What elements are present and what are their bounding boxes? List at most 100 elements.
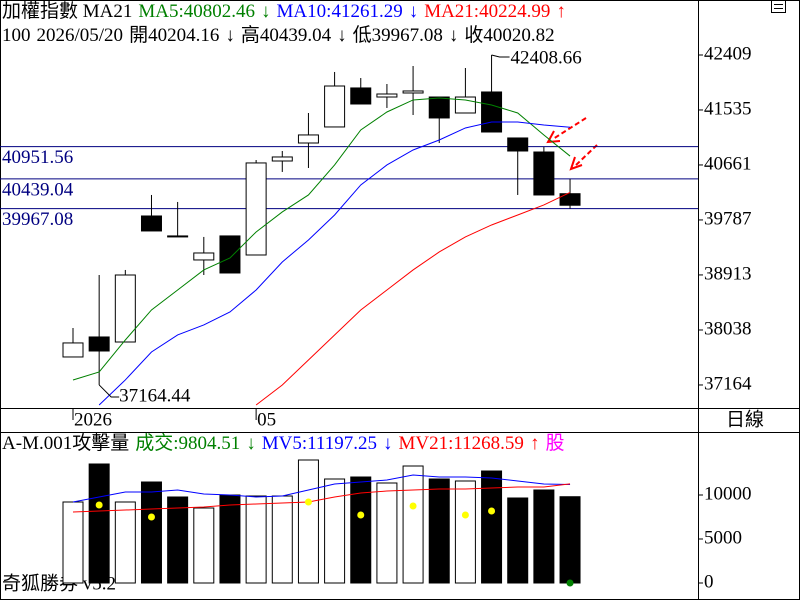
header-item: ↓ — [449, 25, 459, 46]
volume-bar — [324, 478, 346, 584]
app-footer: 奇狐勝券 v5.2 — [2, 572, 116, 594]
candle-body — [88, 336, 110, 352]
period-label: 日線 — [726, 408, 764, 430]
header-item: ↓ — [337, 25, 347, 46]
y-tick-label: 0 — [704, 571, 714, 592]
candle-body — [245, 162, 267, 256]
y-tick-label: 41535 — [704, 98, 752, 119]
header-item: ↓ — [246, 433, 256, 454]
arrow-head — [546, 130, 561, 144]
candle-body — [219, 235, 241, 274]
signal-dot — [488, 507, 496, 515]
high-annotation: 42408.66 — [511, 47, 582, 68]
candle-body — [376, 93, 398, 98]
moving-average — [98, 121, 571, 406]
volume-bar — [193, 507, 215, 584]
volume-bar — [428, 478, 450, 584]
reference-label: 40439.04 — [2, 179, 74, 200]
volume-bar — [297, 459, 319, 584]
candle-body — [114, 274, 136, 343]
annotation-leader — [491, 54, 510, 58]
volume-bar — [454, 480, 476, 584]
candle-body — [297, 134, 319, 144]
volume-bar — [533, 489, 555, 584]
volume-bar — [559, 496, 581, 584]
header-item: ↓ — [409, 1, 419, 22]
annotation-leader — [98, 384, 120, 398]
header-item: 40439.04 — [260, 25, 332, 46]
header-line: A-M.001攻擊量 成交:9804.51 ↓ MV5:11197.25 ↓ MV21:1… — [2, 432, 564, 454]
volume-bar — [402, 465, 424, 584]
reference-label: 40951.56 — [2, 147, 73, 168]
header-item: ↓ — [225, 25, 235, 46]
volume-bar — [88, 463, 110, 584]
y-tick-label: 38038 — [704, 318, 752, 339]
y-tick-label: 40661 — [704, 153, 752, 174]
x-tick-label: 2026 — [74, 409, 112, 430]
y-tick-label: 39787 — [704, 208, 752, 229]
header-item: MA10: — [277, 1, 332, 22]
candle-body — [193, 252, 215, 261]
icon-box[interactable] — [771, 0, 786, 13]
reference-label: 39967.08 — [2, 209, 73, 230]
header-item: 成交: — [135, 432, 178, 454]
signal-dot — [304, 498, 312, 506]
volume-bar — [271, 495, 293, 584]
y-tick-label: 5000 — [704, 527, 742, 548]
header-item: MV5: — [262, 433, 307, 454]
dashed-arrow — [552, 117, 587, 140]
header-item: 股 — [545, 433, 564, 454]
header-item: 40204.16 — [148, 25, 219, 46]
volume-bar — [376, 482, 398, 584]
candle-body — [167, 235, 189, 238]
moving-average — [72, 483, 571, 513]
header-item: 41261.29 — [331, 1, 402, 22]
signal-dot — [147, 513, 155, 521]
signal-dot — [95, 501, 103, 509]
candle-body — [324, 85, 346, 128]
signal-dot — [461, 511, 469, 519]
header-item: MA21: — [424, 1, 479, 22]
signal-dot — [409, 502, 417, 510]
dashed-arrow — [575, 144, 598, 166]
header-item: 40802.46 — [184, 1, 255, 22]
y-tick-label: 10000 — [704, 483, 752, 504]
header-item: ↑ — [530, 433, 540, 454]
candle-body — [507, 137, 529, 152]
y-tick-label: 38913 — [704, 263, 752, 284]
volume-bar — [245, 495, 267, 584]
header-item: A-M.001攻擊量 — [2, 432, 129, 454]
moving-average — [72, 474, 571, 503]
volume-bar — [114, 501, 136, 584]
signal-dot — [357, 511, 365, 519]
header-item: MA5: — [138, 1, 183, 22]
candle-body — [271, 156, 293, 162]
candle-body — [402, 90, 424, 94]
window-icon[interactable] — [771, 0, 786, 13]
volume-bar — [167, 496, 189, 584]
candle-body — [428, 96, 450, 119]
y-tick-label: 37164 — [704, 373, 752, 394]
candle-body — [481, 91, 503, 133]
moving-average — [72, 97, 571, 381]
header-item: 高 — [241, 24, 260, 46]
header-item: ↓ — [261, 1, 271, 22]
candle-body — [559, 193, 581, 206]
header-item: 39967.08 — [372, 25, 443, 46]
signal-dot — [566, 579, 574, 587]
header-item: 2026/05/20 — [37, 25, 124, 46]
volume-bar — [350, 476, 372, 584]
candle-body — [350, 87, 372, 105]
header-item: 低 — [353, 24, 372, 46]
volume-bar — [507, 497, 529, 584]
arrows — [546, 117, 598, 171]
x-tick-label: 05 — [257, 409, 276, 430]
header-item: MV21: — [398, 433, 453, 454]
header-item: 加權指數 MA21 — [2, 0, 132, 22]
header-item: 100 — [2, 25, 31, 46]
volume-bar — [219, 494, 241, 584]
header-item: 9804.51 — [178, 433, 240, 454]
header-item: 40020.82 — [483, 25, 554, 46]
low-annotation: 37164.44 — [119, 385, 191, 406]
